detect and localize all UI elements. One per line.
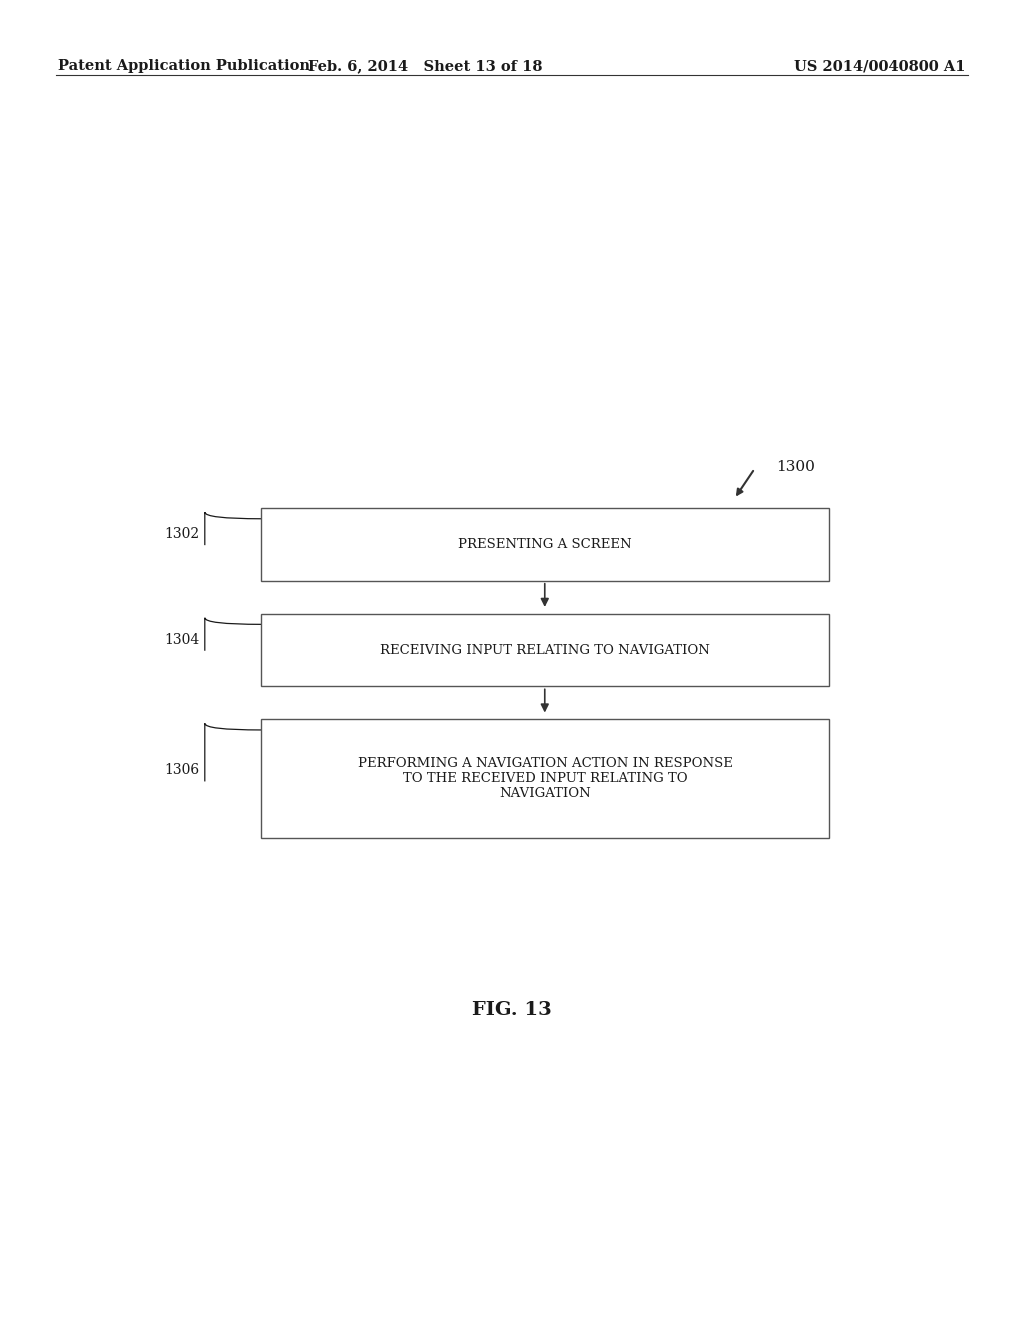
Text: PRESENTING A SCREEN: PRESENTING A SCREEN xyxy=(459,539,632,550)
Text: Patent Application Publication: Patent Application Publication xyxy=(58,59,310,74)
Text: 1304: 1304 xyxy=(165,632,200,647)
Bar xyxy=(261,614,829,686)
Text: RECEIVING INPUT RELATING TO NAVIGATION: RECEIVING INPUT RELATING TO NAVIGATION xyxy=(380,644,711,656)
Text: US 2014/0040800 A1: US 2014/0040800 A1 xyxy=(795,59,966,74)
Text: PERFORMING A NAVIGATION ACTION IN RESPONSE
TO THE RECEIVED INPUT RELATING TO
NAV: PERFORMING A NAVIGATION ACTION IN RESPON… xyxy=(357,758,733,800)
Text: 1306: 1306 xyxy=(165,763,200,777)
Text: 1300: 1300 xyxy=(776,461,815,474)
Text: 1302: 1302 xyxy=(165,527,200,541)
Text: Feb. 6, 2014   Sheet 13 of 18: Feb. 6, 2014 Sheet 13 of 18 xyxy=(307,59,543,74)
Bar xyxy=(261,508,829,581)
Text: FIG. 13: FIG. 13 xyxy=(472,1001,552,1019)
Bar xyxy=(261,719,829,838)
